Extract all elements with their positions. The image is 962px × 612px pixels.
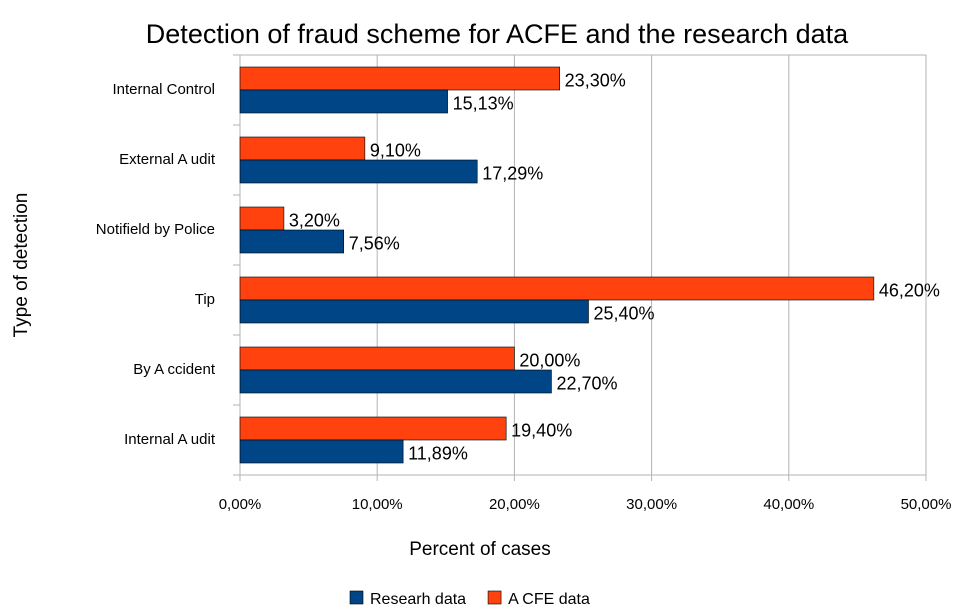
data-label: 19,40% <box>511 420 572 440</box>
chart-title: Detection of fraud scheme for ACFE and t… <box>146 19 849 49</box>
bar <box>239 299 589 324</box>
data-label: 11,89% <box>408 443 468 463</box>
data-label: 20,00% <box>519 350 580 370</box>
x-axis-title: Percent of cases <box>409 539 551 560</box>
x-tick-label: 10,00% <box>352 496 403 513</box>
legend-label: A CFE data <box>508 591 590 608</box>
x-tick-label: 20,00% <box>489 496 540 513</box>
bar <box>239 89 448 114</box>
y-tick-label: External A udit <box>119 151 216 168</box>
y-axis-title: Type of detection <box>11 193 32 338</box>
bar <box>239 439 404 464</box>
y-tick-label: Notifield by Police <box>96 221 215 238</box>
data-label: 17,29% <box>482 163 543 183</box>
x-tick-label: 30,00% <box>626 496 677 513</box>
y-tick-label: Internal Control <box>112 81 215 98</box>
data-label: 15,13% <box>453 93 514 113</box>
y-tick-label: Tip <box>195 291 215 308</box>
data-label: 3,20% <box>289 210 340 230</box>
x-tick-label: 50,00% <box>901 496 952 513</box>
data-label: 22,70% <box>556 373 617 393</box>
x-tick-label: 40,00% <box>763 496 814 513</box>
bar <box>239 369 552 394</box>
bar <box>239 66 560 91</box>
bar <box>239 159 478 184</box>
bar <box>239 276 875 301</box>
legend-label: Researh data <box>370 591 466 608</box>
bar <box>239 416 507 441</box>
legend-swatch <box>349 590 364 605</box>
data-label: 23,30% <box>565 70 626 90</box>
data-label: 25,40% <box>593 303 654 323</box>
data-label: 9,10% <box>370 140 421 160</box>
plot-frame <box>239 54 927 476</box>
bar <box>239 136 366 161</box>
x-tick-label: 0,00% <box>219 496 262 513</box>
data-label: 7,56% <box>349 233 400 253</box>
bar <box>239 229 345 254</box>
bar <box>239 206 285 231</box>
y-tick-label: Internal A udit <box>124 431 216 448</box>
legend-swatch <box>487 590 502 605</box>
data-label: 46,20% <box>879 280 940 300</box>
bar <box>239 346 515 371</box>
y-tick-label: By A ccident <box>133 361 216 378</box>
